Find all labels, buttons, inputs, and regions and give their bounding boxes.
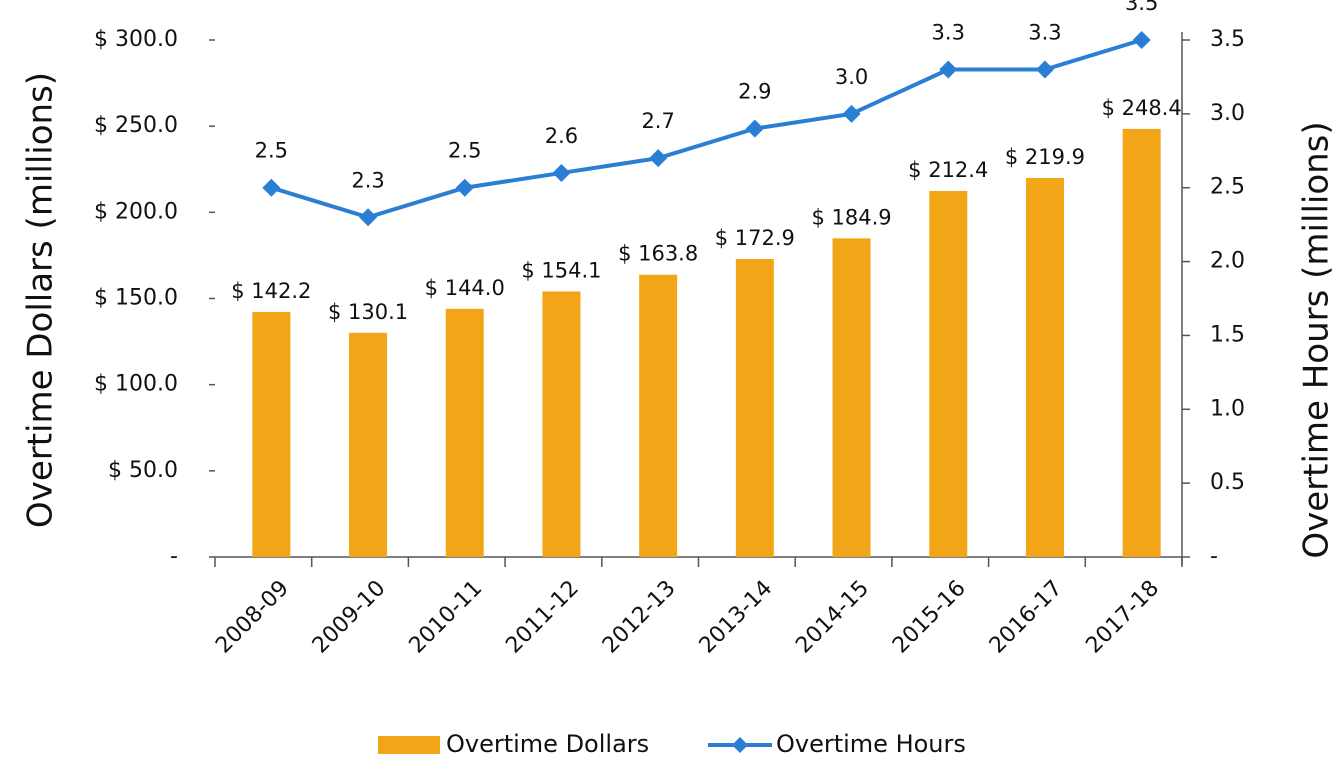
x-tick-label: 2010-11	[405, 576, 488, 659]
legend-label: Overtime Hours	[776, 730, 966, 758]
data-label: 2.5	[255, 139, 288, 163]
marker	[1035, 60, 1054, 79]
y-tick-label: $ 100.0	[94, 372, 178, 397]
bar	[735, 259, 774, 557]
bar	[832, 238, 871, 558]
bar	[929, 190, 968, 558]
data-label: 3.0	[835, 65, 868, 89]
bar	[349, 332, 388, 557]
marker	[939, 60, 958, 79]
y-tick-label: $ 200.0	[94, 199, 178, 224]
marker	[842, 104, 861, 123]
data-label: 2.3	[351, 168, 384, 192]
marker	[359, 208, 378, 227]
bar	[1025, 178, 1064, 557]
y-tick-label: $ 300.0	[94, 27, 178, 52]
x-tick-label: 2014-15	[791, 576, 874, 659]
y-tick-label: $ 250.0	[94, 113, 178, 138]
line	[270, 38, 1143, 220]
data-label: $ 144.0	[425, 276, 505, 300]
bar	[445, 308, 484, 557]
x-tick-label: 2008-09	[211, 576, 294, 659]
y-tick-label: $ 150.0	[94, 286, 178, 311]
bar	[252, 311, 291, 557]
y2-tick-label: -	[1210, 544, 1218, 569]
bar	[639, 274, 678, 557]
data-label: $ 184.9	[811, 205, 891, 229]
x-tick-label: 2012-13	[598, 576, 681, 659]
marker	[552, 163, 571, 182]
y2-axis-title: Overtime Hours (millions)	[1297, 121, 1337, 558]
x-tick-label: 2017-18	[1081, 576, 1164, 659]
y2-tick-label: 1.5	[1210, 322, 1245, 347]
y2-tick-label: 3.5	[1210, 27, 1245, 52]
data-label: 2.6	[545, 124, 578, 148]
y2-tick-label: 2.0	[1210, 249, 1245, 274]
y2-tick-label: 2.5	[1210, 175, 1245, 200]
data-label: 3.3	[932, 21, 965, 45]
data-label: $ 212.4	[908, 158, 988, 182]
x-tick-label: 2013-14	[695, 576, 778, 659]
marker	[455, 178, 474, 197]
y-tick-label: $ 50.0	[108, 458, 178, 483]
data-label: $ 142.2	[231, 279, 311, 303]
bar	[542, 291, 581, 557]
legend-swatch	[732, 737, 748, 753]
data-label: $ 248.4	[1102, 96, 1182, 120]
x-tick-label: 2016-17	[985, 576, 1068, 659]
data-label: $ 219.9	[1005, 145, 1085, 169]
x-tick-label: 2015-16	[888, 576, 971, 659]
x-tick-label: 2011-12	[501, 576, 584, 659]
marker	[262, 178, 281, 197]
legend-swatch	[378, 736, 440, 754]
data-label: 2.9	[738, 80, 771, 104]
data-label: 2.7	[641, 109, 674, 133]
y2-tick-label: 1.0	[1210, 396, 1245, 421]
data-label: 3.3	[1028, 21, 1061, 45]
legend-label: Overtime Dollars	[446, 730, 649, 758]
data-label: $ 154.1	[521, 258, 601, 282]
data-label: $ 172.9	[715, 226, 795, 250]
marker	[649, 149, 668, 168]
data-label: $ 163.8	[618, 242, 698, 266]
y2-tick-label: 0.5	[1210, 470, 1245, 495]
data-label: $ 130.1	[328, 300, 408, 324]
x-tick-label: 2009-10	[308, 576, 391, 659]
marker	[745, 119, 764, 138]
marker	[1132, 31, 1151, 49]
y-axis-title: Overtime Dollars (millions)	[21, 72, 61, 528]
bar	[1122, 128, 1161, 557]
data-label: 2.5	[448, 139, 481, 163]
y-tick-label: -	[170, 544, 178, 569]
data-label: 3.5	[1125, 0, 1158, 15]
y2-tick-label: 3.0	[1210, 101, 1245, 126]
